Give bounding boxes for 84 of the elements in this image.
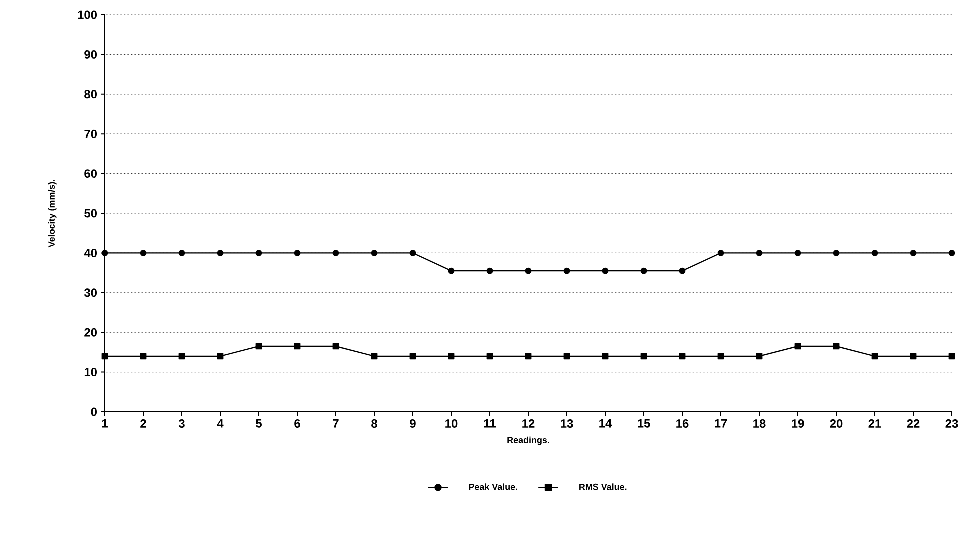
point xyxy=(486,268,494,274)
y-tick-label: 40 xyxy=(84,248,97,258)
point xyxy=(948,250,956,256)
x-tick-label: 14 xyxy=(600,420,612,428)
point xyxy=(178,353,186,360)
point xyxy=(294,250,301,256)
point xyxy=(679,353,686,360)
point xyxy=(602,353,609,360)
x-tick-label: 16 xyxy=(676,420,689,428)
x-tick-label: 21 xyxy=(868,420,882,428)
y-tick-label: 60 xyxy=(84,170,97,178)
x-tick-label: 10 xyxy=(446,420,458,428)
point xyxy=(371,353,378,360)
x-tick-label: 11 xyxy=(484,420,496,428)
point xyxy=(564,353,570,360)
x-tick-label: 5 xyxy=(256,420,262,428)
y-tick-label: 0 xyxy=(91,408,97,416)
y-tick-label: 90 xyxy=(84,50,97,59)
point xyxy=(217,250,224,256)
point xyxy=(178,250,186,256)
point xyxy=(564,268,570,274)
y-tick-label: 20 xyxy=(84,328,97,337)
point xyxy=(640,353,648,360)
point xyxy=(756,250,763,256)
point xyxy=(486,353,494,360)
x-tick-label: 8 xyxy=(372,420,378,428)
x-tick-label: 13 xyxy=(561,420,574,428)
y-tick-label: 100 xyxy=(78,10,97,20)
point xyxy=(910,353,917,360)
point xyxy=(102,250,108,256)
point xyxy=(794,250,802,256)
x-tick-label: 19 xyxy=(792,420,804,428)
point xyxy=(256,250,262,256)
y-tick-label: 30 xyxy=(84,288,97,298)
x-tick-label: 12 xyxy=(522,420,535,428)
x-tick-label: 2 xyxy=(140,420,146,428)
y-tick-label: 50 xyxy=(84,209,97,218)
point xyxy=(679,268,686,274)
point xyxy=(640,268,648,274)
x-axis-title: Readings. xyxy=(508,436,550,446)
point xyxy=(756,353,763,360)
x-tick-label: 20 xyxy=(830,420,843,428)
point xyxy=(448,268,455,274)
point xyxy=(602,268,609,274)
legend-label: Peak Value. xyxy=(469,484,518,490)
point xyxy=(140,250,147,256)
point xyxy=(833,343,840,350)
y-axis-title: Velocity (mm/s). xyxy=(48,180,57,248)
point xyxy=(102,353,108,360)
x-tick-label: 15 xyxy=(638,420,650,428)
point xyxy=(718,250,724,256)
point xyxy=(448,353,455,360)
point xyxy=(332,343,340,350)
point xyxy=(256,343,262,350)
legend-label: RMS Value. xyxy=(580,484,627,490)
point xyxy=(217,353,224,360)
x-tick-label: 7 xyxy=(333,420,339,428)
point xyxy=(525,353,532,360)
x-tick-label: 22 xyxy=(907,420,920,428)
point xyxy=(910,250,917,256)
y-tick-label: 70 xyxy=(84,130,97,138)
point xyxy=(332,250,340,256)
point xyxy=(294,343,301,350)
x-tick-label: 4 xyxy=(217,420,224,428)
point xyxy=(410,353,416,360)
point xyxy=(872,250,878,256)
x-tick-label: 18 xyxy=(754,420,766,428)
point xyxy=(833,250,840,256)
point xyxy=(718,353,724,360)
x-tick-label: 9 xyxy=(410,420,416,428)
point xyxy=(948,353,956,360)
point xyxy=(140,353,147,360)
point xyxy=(794,343,802,350)
y-tick-label: 80 xyxy=(84,90,97,99)
point xyxy=(410,250,416,256)
x-tick-label: 1 xyxy=(102,420,108,428)
point xyxy=(872,353,878,360)
x-tick-label: 17 xyxy=(715,420,728,428)
point xyxy=(525,268,532,274)
y-tick-label: 10 xyxy=(84,368,97,377)
x-tick-label: 3 xyxy=(178,420,185,428)
x-tick-label: 6 xyxy=(294,420,300,428)
x-tick-label: 23 xyxy=(946,420,958,428)
point xyxy=(371,250,378,256)
